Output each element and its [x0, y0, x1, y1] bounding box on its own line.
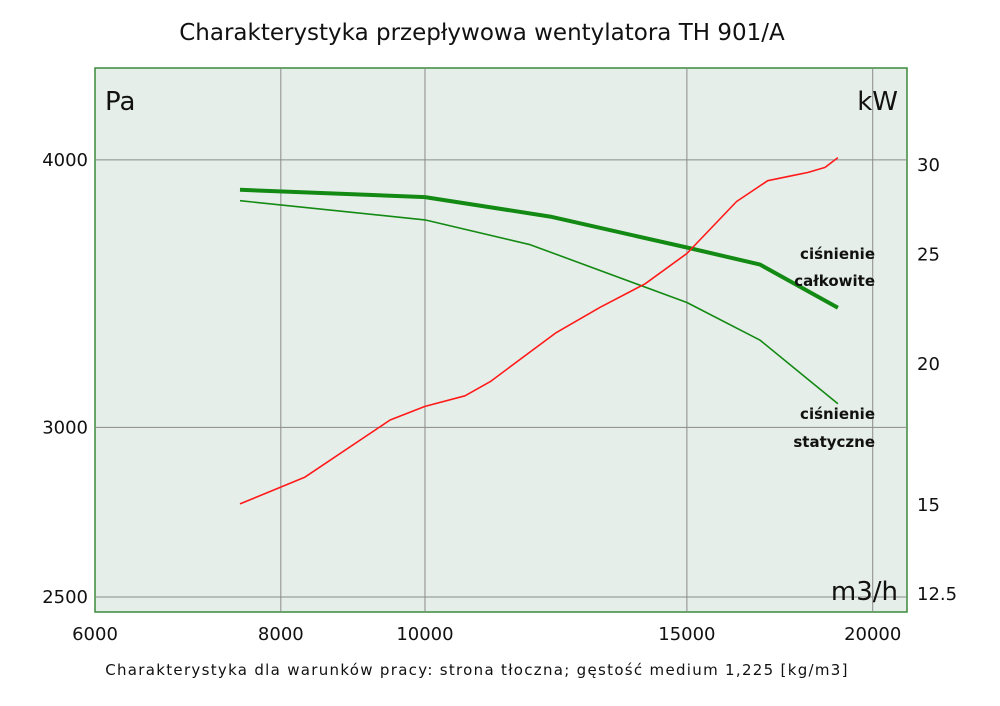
y-tick-label: 2500	[42, 587, 88, 608]
series-line-total-pressure	[239, 187, 839, 310]
y2-tick-label: 25	[917, 244, 940, 265]
series-label: ciśnienie	[800, 245, 875, 263]
plot-area	[94, 67, 908, 613]
chart-footnote: Charakterystyka dla warunków pracy: stro…	[105, 661, 849, 679]
series-line-static-pressure	[239, 199, 839, 405]
y-tick-label: 4000	[42, 150, 88, 171]
y2-tick-label: 30	[917, 155, 940, 176]
x-tick-label: 8000	[258, 624, 304, 645]
chart-title: Charakterystyka przepływowa wentylatora …	[179, 20, 785, 46]
series-label: całkowite	[794, 272, 875, 290]
y-tick-label: 3000	[42, 417, 88, 438]
y2-tick-label: 15	[917, 495, 940, 516]
y2-tick-label: 20	[917, 354, 940, 375]
x-tick-label: 6000	[72, 624, 118, 645]
x-tick-label: 20000	[844, 624, 901, 645]
x-tick-label: 15000	[658, 624, 715, 645]
y-axis-label: Pa	[105, 87, 135, 117]
series-label: statyczne	[793, 433, 875, 451]
x-axis-label: m3/h	[831, 577, 898, 607]
y2-tick-label: 12.5	[917, 584, 957, 605]
series-label: ciśnienie	[800, 405, 875, 423]
y2-axis-label: kW	[857, 87, 898, 117]
x-tick-label: 10000	[396, 624, 453, 645]
series-line-power	[239, 156, 839, 505]
